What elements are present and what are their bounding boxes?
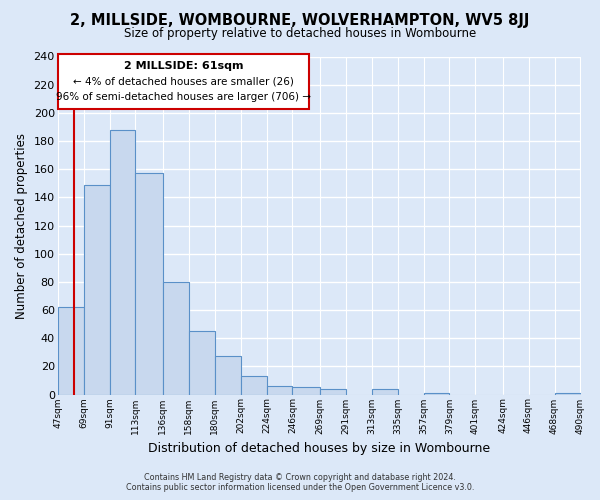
Text: Size of property relative to detached houses in Wombourne: Size of property relative to detached ho… xyxy=(124,28,476,40)
FancyBboxPatch shape xyxy=(58,54,309,108)
Text: 96% of semi-detached houses are larger (706) →: 96% of semi-detached houses are larger (… xyxy=(56,92,311,102)
Bar xyxy=(58,307,83,394)
Bar xyxy=(163,282,188,395)
Bar xyxy=(320,389,346,394)
Text: 2, MILLSIDE, WOMBOURNE, WOLVERHAMPTON, WV5 8JJ: 2, MILLSIDE, WOMBOURNE, WOLVERHAMPTON, W… xyxy=(70,12,530,28)
Bar xyxy=(83,184,110,394)
Text: 2 MILLSIDE: 61sqm: 2 MILLSIDE: 61sqm xyxy=(124,61,243,71)
Bar xyxy=(215,356,241,395)
Bar xyxy=(292,388,320,394)
Bar xyxy=(424,393,449,394)
Bar xyxy=(266,386,292,394)
Bar xyxy=(110,130,136,394)
Bar xyxy=(136,174,163,394)
Bar xyxy=(241,376,266,394)
Text: ← 4% of detached houses are smaller (26): ← 4% of detached houses are smaller (26) xyxy=(73,76,294,86)
Bar xyxy=(554,393,581,394)
Bar xyxy=(371,389,398,394)
X-axis label: Distribution of detached houses by size in Wombourne: Distribution of detached houses by size … xyxy=(148,442,490,455)
Text: Contains HM Land Registry data © Crown copyright and database right 2024.
Contai: Contains HM Land Registry data © Crown c… xyxy=(126,473,474,492)
Y-axis label: Number of detached properties: Number of detached properties xyxy=(15,132,28,318)
Bar xyxy=(188,331,215,394)
